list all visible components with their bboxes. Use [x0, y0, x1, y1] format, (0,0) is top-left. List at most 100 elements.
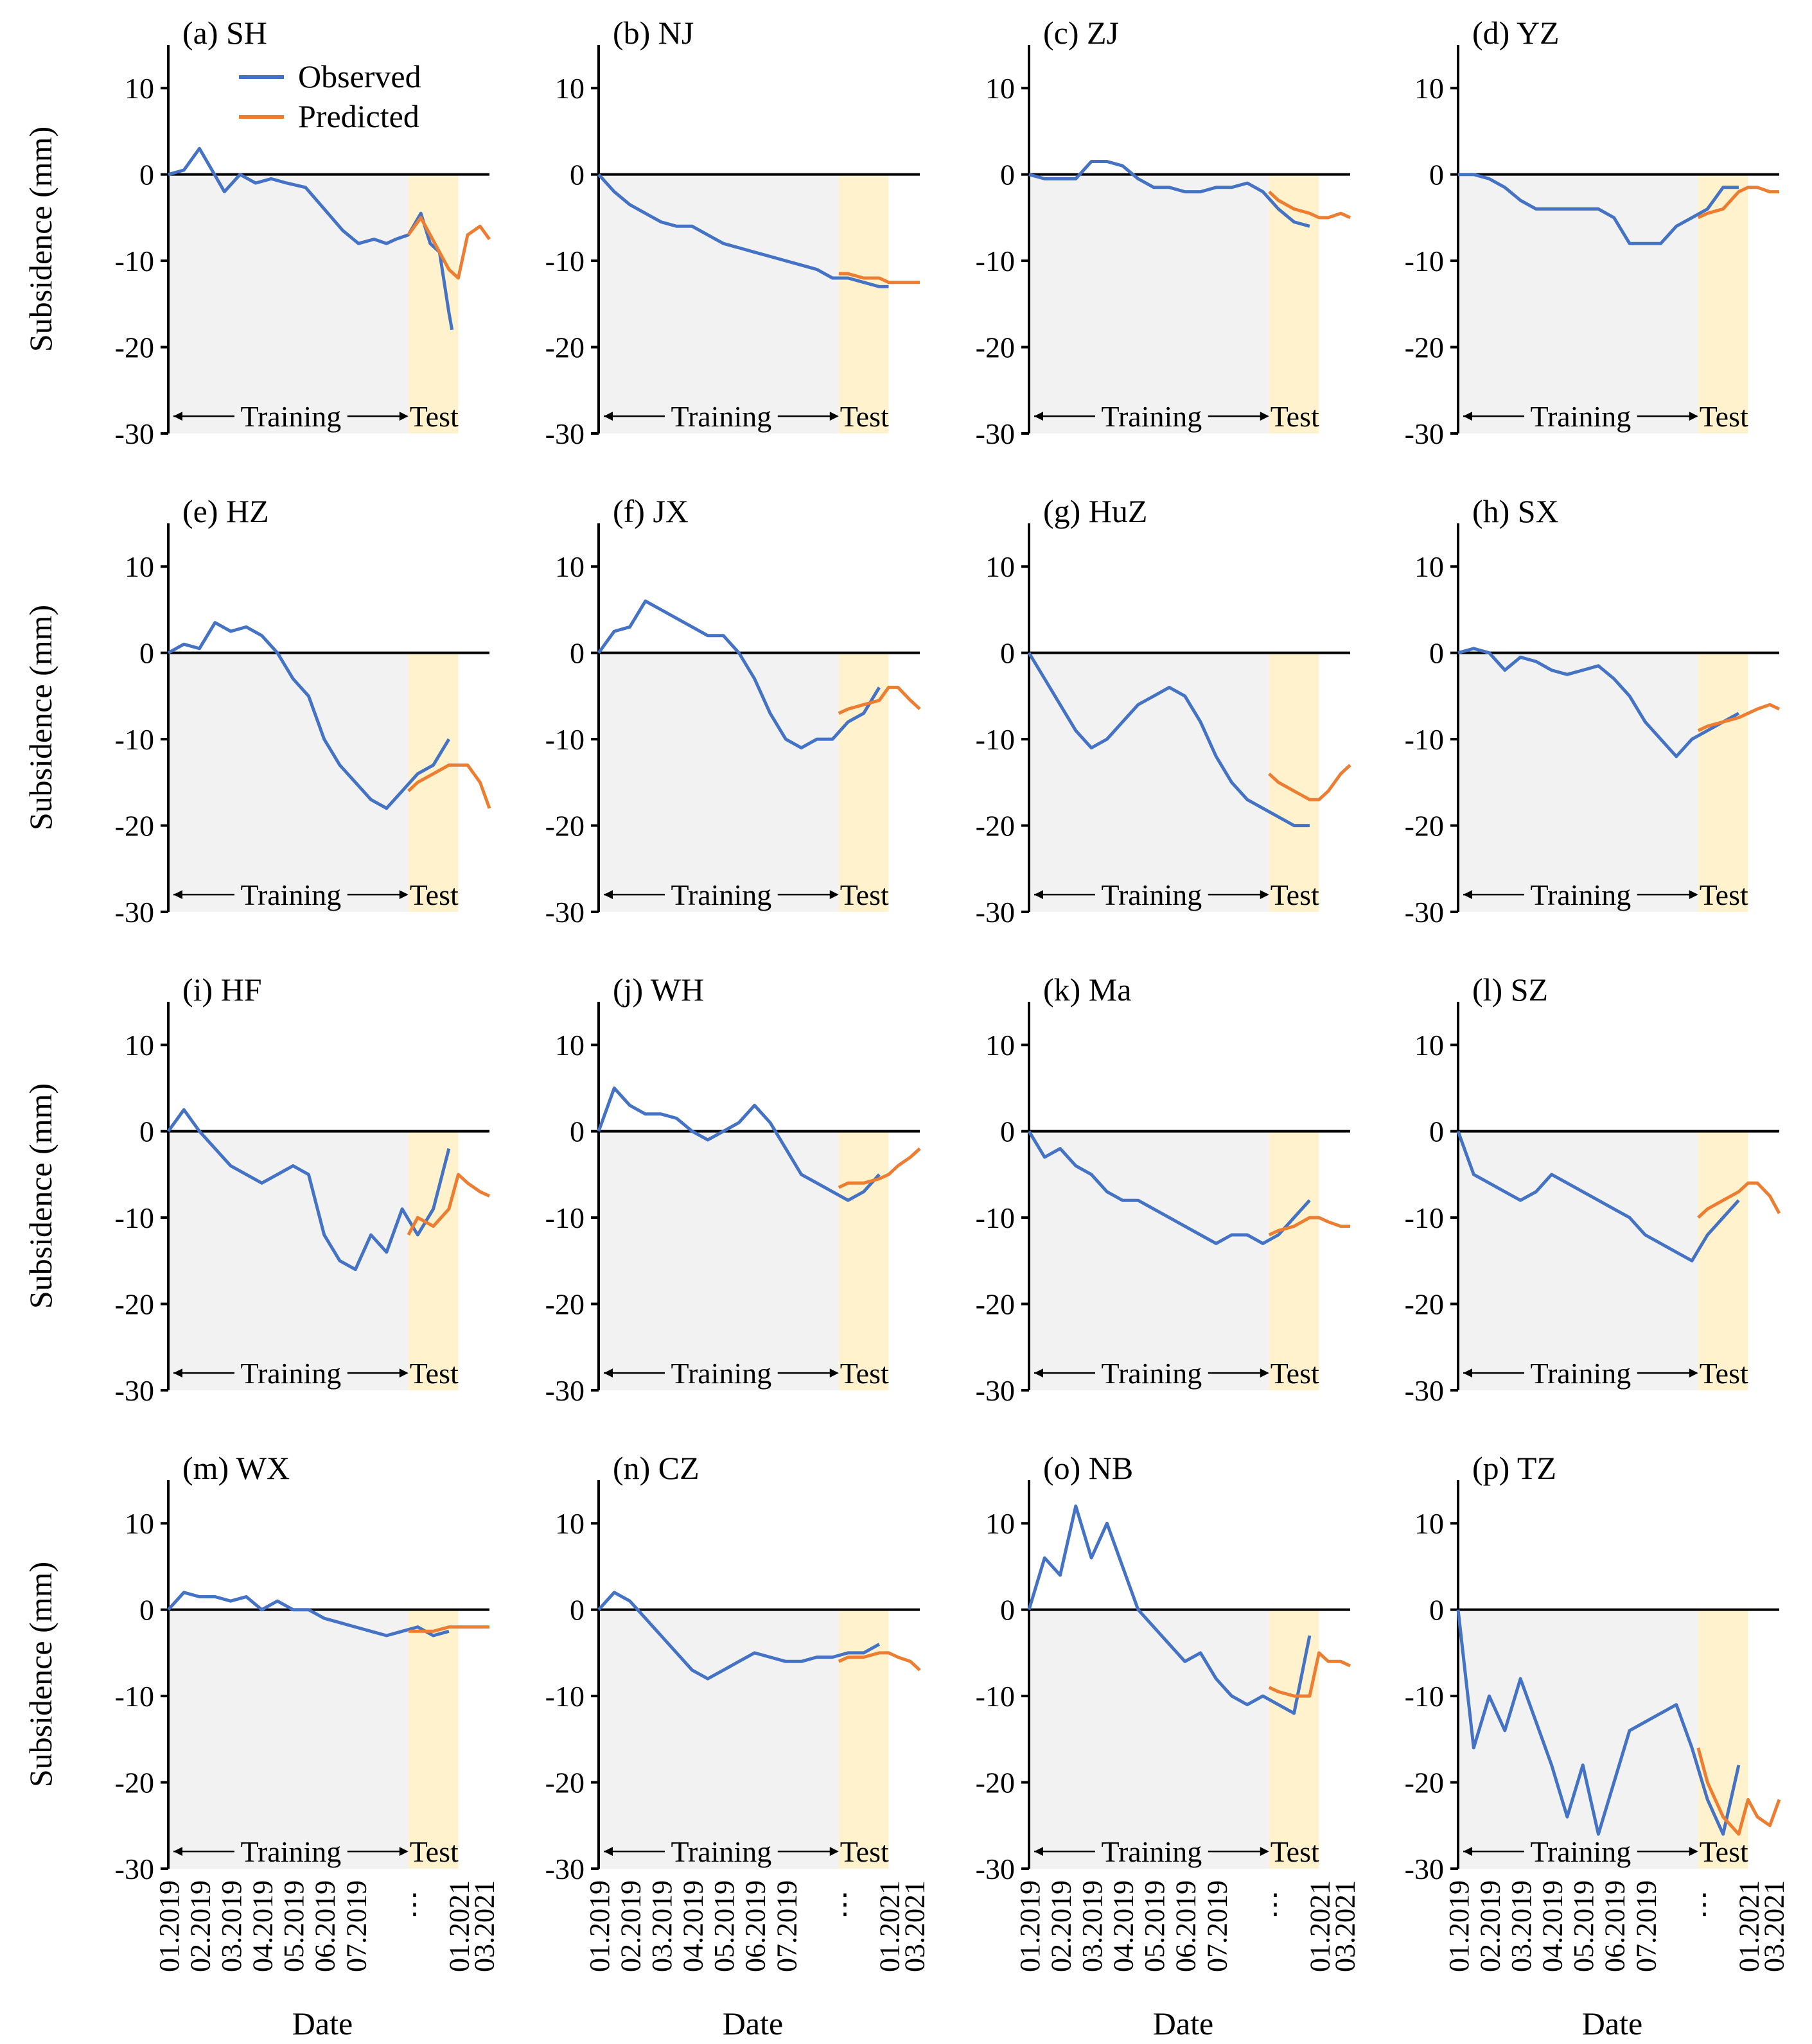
x-tick-label: 01.2019 — [584, 1880, 615, 1972]
predicted-line — [1268, 1651, 1351, 1698]
panel-9: 10 0 -10 -20 -30 (j) WH Training Test — [545, 972, 921, 1407]
y-tick-label: -30 — [1405, 896, 1444, 929]
predicted-line — [838, 272, 920, 284]
arrowhead — [829, 890, 839, 900]
x-tick-label: 06.2019 — [740, 1880, 771, 1972]
y-tick-label: -30 — [976, 1853, 1015, 1885]
training-label: Training — [1531, 1357, 1632, 1390]
test-label: Test — [1271, 1357, 1319, 1390]
arrowhead — [829, 1847, 839, 1856]
predicted-line — [1697, 1181, 1781, 1219]
y-tick-label: -20 — [976, 1288, 1015, 1321]
test-label: Test — [1271, 400, 1319, 433]
panel-3: 10 0 -10 -20 -30 (d) YZ Training Test — [1405, 15, 1779, 450]
y-tick-label: 0 — [139, 159, 154, 191]
y-tick-label: -20 — [976, 810, 1015, 843]
panel-12: 10 0 -10 -20 -30 (m) WX Training Test Subsidence… — [22, 1450, 500, 2041]
panel-7: 10 0 -10 -20 -30 (h) SX Training Test — [1405, 493, 1781, 929]
panel-title: (g) HuZ — [1043, 493, 1147, 529]
arrowhead — [399, 1847, 409, 1856]
x-tick-label: 04.2019 — [1108, 1880, 1139, 1972]
panel-title: (l) SZ — [1472, 972, 1548, 1008]
y-tick-label: -30 — [115, 1374, 154, 1407]
y-tick-label: -30 — [545, 1853, 585, 1885]
training-region — [599, 652, 839, 912]
y-tick-label: 0 — [1429, 1594, 1444, 1627]
arrowhead — [1463, 412, 1472, 421]
predicted-line — [838, 1147, 921, 1189]
y-tick-label: 10 — [125, 1029, 154, 1061]
observed-line — [1028, 160, 1310, 228]
test-label: Test — [1700, 1357, 1748, 1390]
y-tick-label: -30 — [545, 896, 585, 929]
x-tick-label: 01.2019 — [1014, 1880, 1046, 1972]
y-tick-label: 10 — [555, 1507, 585, 1540]
arrowhead — [399, 1368, 409, 1378]
arrowhead — [1463, 1847, 1472, 1856]
y-tick-label: -30 — [115, 1853, 154, 1885]
x-tick-label: 01.2021 — [443, 1880, 475, 1972]
panel-title: (b) NJ — [613, 15, 694, 51]
y-tick-label: -20 — [1405, 810, 1444, 843]
x-tick-label: 02.2019 — [615, 1880, 647, 1972]
observed-line — [167, 1591, 450, 1638]
y-tick-label: -10 — [545, 1680, 585, 1713]
y-tick-label: 10 — [985, 72, 1015, 105]
arrowhead — [399, 412, 409, 421]
x-tick-label: 02.2019 — [1475, 1880, 1506, 1972]
test-label: Test — [840, 400, 889, 433]
test-label: Test — [1700, 400, 1748, 433]
predicted-line — [1696, 1747, 1781, 1836]
y-tick-label: -20 — [545, 810, 585, 843]
y-tick-label: 10 — [555, 550, 585, 583]
y-tick-label: -10 — [976, 1680, 1015, 1713]
x-tick-label: 03.2019 — [1506, 1880, 1537, 1972]
y-tick-label: 0 — [1000, 637, 1015, 670]
training-region — [1458, 1131, 1698, 1390]
y-tick-label: -10 — [545, 723, 585, 756]
panel-title: (f) JX — [613, 493, 689, 529]
training-label: Training — [241, 400, 342, 433]
test-region — [408, 1609, 459, 1869]
training-region — [168, 1131, 409, 1390]
test-label: Test — [1271, 1835, 1319, 1868]
arrowhead — [1260, 890, 1269, 900]
test-label: Test — [1700, 1835, 1748, 1868]
arrowhead — [173, 412, 182, 421]
observed-line — [1456, 1130, 1740, 1262]
arrowhead — [1689, 1368, 1698, 1378]
x-tick-label: 04.2019 — [1537, 1880, 1569, 1972]
panel-1: 10 0 -10 -20 -30 (b) NJ Training Test — [545, 15, 920, 450]
arrowhead — [604, 890, 613, 900]
panel-6: 10 0 -10 -20 -30 (g) HuZ Training Test — [976, 493, 1351, 929]
predicted-line — [1697, 186, 1779, 220]
panel-title: (j) WH — [613, 972, 704, 1008]
y-tick-label: 0 — [570, 1115, 585, 1148]
y-tick-label: -30 — [976, 417, 1015, 450]
y-tick-label: 10 — [985, 550, 1015, 583]
training-label: Training — [671, 1835, 772, 1868]
observed-line — [1458, 173, 1739, 245]
panel-title: (h) SX — [1472, 493, 1559, 529]
y-tick-label: 0 — [139, 1115, 154, 1148]
y-tick-label: -20 — [545, 1288, 585, 1321]
test-label: Test — [1271, 878, 1319, 911]
x-tick-label: 07.2019 — [1201, 1880, 1233, 1972]
observed-line — [597, 1086, 881, 1202]
training-label: Training — [1102, 1835, 1202, 1868]
y-tick-label: -30 — [1405, 1853, 1444, 1885]
y-tick-label: -30 — [1405, 417, 1444, 450]
arrowhead — [1260, 1368, 1269, 1378]
predicted-line — [407, 763, 491, 809]
y-tick-label: -10 — [976, 1201, 1015, 1234]
y-tick-label: 0 — [570, 159, 585, 191]
y-tick-label: -10 — [115, 1680, 154, 1713]
x-tick-label: 04.2019 — [247, 1880, 279, 1972]
arrowhead — [604, 1847, 613, 1856]
test-region — [838, 1131, 889, 1390]
panel-title: (n) CZ — [613, 1450, 699, 1486]
arrowhead — [829, 1368, 839, 1378]
test-region — [838, 1609, 889, 1869]
arrowhead — [1034, 890, 1043, 900]
x-tick-label: 05.2019 — [1568, 1880, 1599, 1972]
